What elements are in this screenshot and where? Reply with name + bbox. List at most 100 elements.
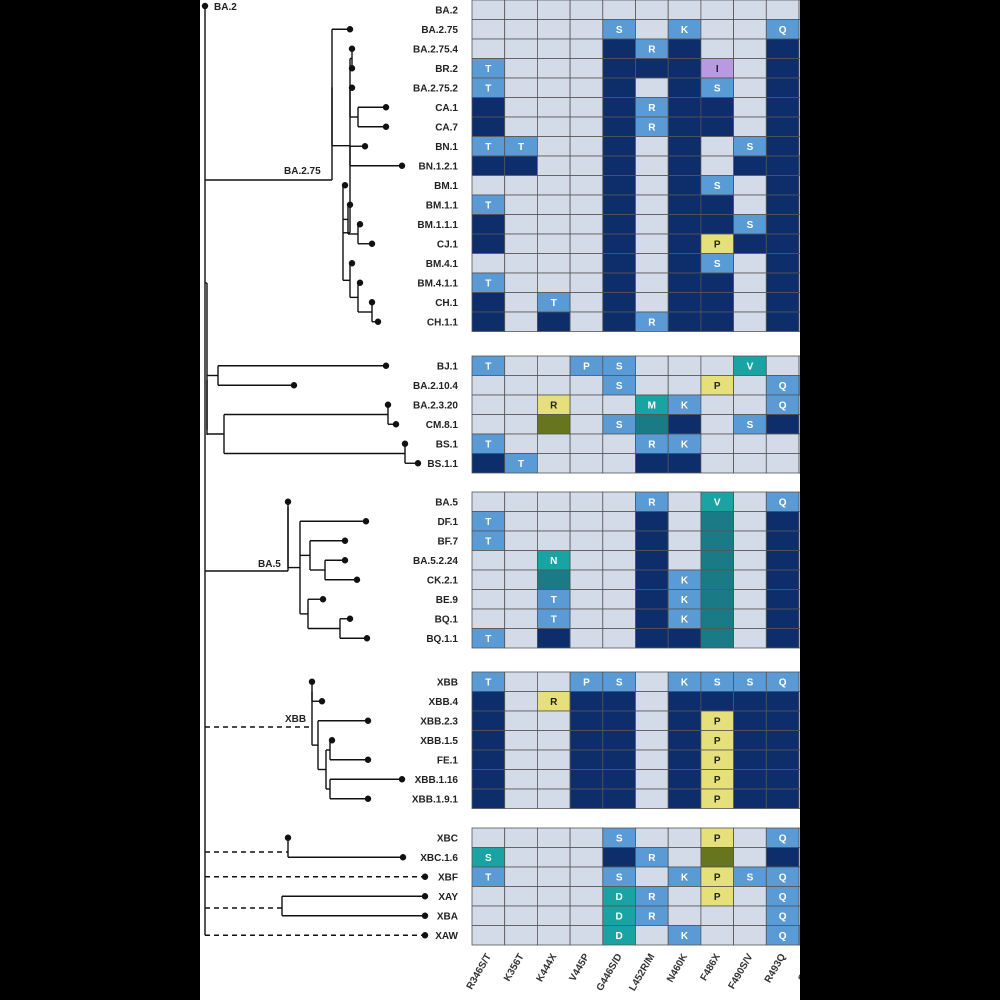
row-label: BA.2.10.4: [413, 381, 458, 392]
mutation-cell: [798, 0, 800, 20]
mutation-cell: [536, 730, 571, 751]
mutation-cell: [733, 769, 767, 790]
mutation-cell: [569, 530, 604, 551]
mutation-cell: [733, 58, 767, 79]
mutation-cell: [765, 214, 800, 235]
mutation-cell: [471, 730, 506, 751]
mutation-cell: [667, 453, 702, 474]
column-label: F486X: [699, 952, 723, 983]
mutation-cell: [700, 550, 734, 571]
mutation-cell: [471, 253, 506, 274]
mutation-cell: [569, 272, 604, 293]
mutation-cell: [798, 38, 800, 59]
mutation-cell: [569, 292, 604, 313]
mutation-cell: [798, 491, 800, 512]
mutation-letter: P: [714, 892, 721, 903]
mutation-letter: T: [551, 595, 557, 606]
mutation-cell: [602, 253, 636, 274]
tree-node: [348, 84, 356, 91]
mutation-cell: [569, 925, 604, 946]
mutation-cell: [471, 769, 506, 790]
mutation-cell: [536, 671, 571, 692]
mutation-cell: [765, 691, 800, 712]
mutation-letter: T: [485, 278, 491, 289]
mutation-cell: [765, 155, 800, 176]
mutation-cell: [602, 530, 636, 551]
mutation-cell: [635, 214, 669, 235]
mutation-letter: K: [681, 575, 689, 586]
mutation-cell: [569, 58, 604, 79]
mutation-cell: [602, 394, 636, 415]
mutation-cell: [536, 116, 571, 137]
mutation-cell: [536, 628, 571, 649]
column-label: R493Q: [763, 952, 788, 985]
mutation-letter: T: [485, 200, 491, 211]
mutation-cell: [635, 628, 669, 649]
mutation-cell: [569, 116, 604, 137]
mutation-cell: [765, 58, 800, 79]
mutation-cell: [602, 589, 636, 610]
mutation-cell: [765, 77, 800, 98]
mutation-cell: [765, 628, 800, 649]
mutation-cell: [569, 253, 604, 274]
mutation-cell: [700, 0, 734, 20]
mutation-letter: T: [485, 439, 491, 450]
row-label: CK.2.1: [427, 575, 459, 586]
mutation-cell: [536, 194, 571, 215]
mutation-cell: [471, 175, 506, 196]
mutation-letter: S: [747, 220, 754, 231]
phylogenetic-tree: BA.2 BA.2.75 BA.5 XBB: [201, 2, 429, 939]
mutation-cell: [798, 194, 800, 215]
mutation-cell: [569, 788, 604, 809]
mutation-cell: [733, 925, 767, 946]
mutation-cell: [667, 827, 702, 848]
mutation-cell: [733, 19, 767, 40]
mutation-cell: [798, 886, 800, 907]
mutation-cell: [504, 355, 538, 376]
mutation-letter: S: [616, 833, 623, 844]
tree-node: [308, 678, 316, 685]
mutation-cell: [798, 272, 800, 293]
mutation-letter: T: [518, 142, 524, 153]
mutation-letter: T: [518, 459, 524, 470]
row-label: XBB.4: [429, 697, 459, 708]
mutation-letter: R: [550, 697, 558, 708]
mutation-cell: [700, 136, 734, 157]
mutation-cell: [635, 511, 669, 532]
mutation-cell: [667, 710, 702, 731]
mutation-cell: [635, 77, 669, 98]
tree-node: [328, 737, 336, 744]
mutation-cell: [667, 58, 702, 79]
mutation-cell: [504, 491, 538, 512]
mutation-cell: [569, 453, 604, 474]
tree-node: [421, 932, 429, 939]
mutation-cell: [536, 433, 571, 454]
mutation-cell: [536, 233, 571, 254]
mutation-cell: [504, 730, 538, 751]
mutation-cell: [700, 116, 734, 137]
mutation-cell: [798, 550, 800, 571]
mutation-cell: [602, 116, 636, 137]
mutation-cell: [765, 136, 800, 157]
mutation-cell: [504, 511, 538, 532]
mutation-cell: [700, 433, 734, 454]
mutation-cell: [471, 886, 506, 907]
mutation-cell: [602, 691, 636, 712]
mutation-cell: [765, 788, 800, 809]
tree-node: [382, 362, 390, 369]
mutation-cell: [700, 38, 734, 59]
mutation-cell: [667, 769, 702, 790]
column-label: N460K: [665, 951, 690, 984]
mutation-cell: [700, 355, 734, 376]
mutation-cell: [733, 827, 767, 848]
mutation-cell: [798, 749, 800, 770]
mutation-cell: [667, 355, 702, 376]
tree-node: [356, 279, 364, 286]
mutation-letter: R: [550, 400, 558, 411]
mutation-cell: [765, 608, 800, 629]
mutation-cell: [569, 866, 604, 887]
mutation-cell: [569, 589, 604, 610]
mutation-cell: [536, 0, 571, 20]
mutation-cell: [504, 550, 538, 571]
mutation-cell: [602, 769, 636, 790]
